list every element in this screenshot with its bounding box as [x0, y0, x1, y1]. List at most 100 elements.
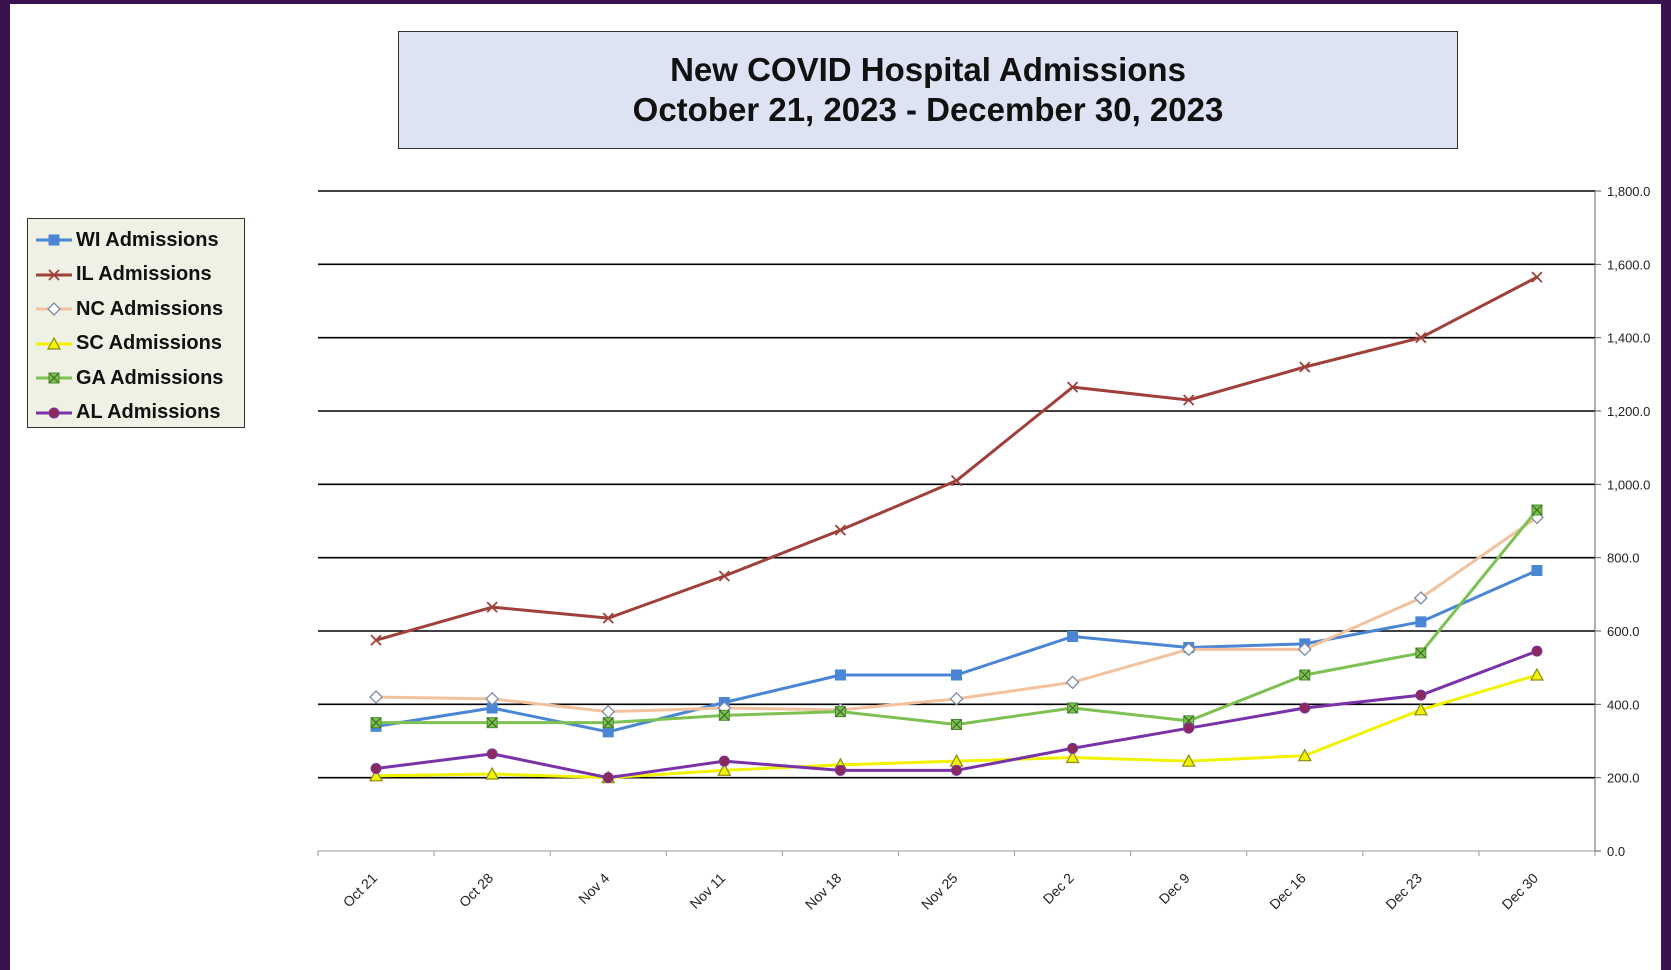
- data-point: [369, 768, 384, 782]
- legend-swatch: [36, 407, 72, 419]
- series-al-admissions: [370, 645, 1543, 784]
- data-point: [486, 601, 498, 613]
- x-tick-label: Dec 30: [1498, 870, 1541, 913]
- data-point: [602, 726, 614, 738]
- legend-label: IL Admissions: [76, 263, 212, 286]
- data-point: [370, 717, 382, 729]
- data-point: [370, 763, 382, 774]
- legend-item: GA Admissions: [28, 361, 244, 396]
- data-point: [834, 669, 846, 681]
- series-wi-admissions: [370, 565, 1543, 738]
- data-point: [1065, 750, 1080, 764]
- data-point: [486, 717, 498, 729]
- data-point: [1183, 722, 1195, 734]
- y-tick-label: 1,800.0: [1607, 184, 1650, 199]
- data-point: [602, 717, 614, 729]
- legend-marker: [48, 407, 60, 419]
- legend-swatch: [36, 302, 72, 317]
- data-point: [1299, 702, 1311, 714]
- x-tick-label: Nov 18: [802, 870, 845, 913]
- data-point: [1067, 631, 1079, 642]
- legend-marker: [48, 269, 60, 281]
- data-point: [949, 691, 964, 706]
- y-tick-label: 600.0: [1607, 624, 1640, 639]
- data-point: [601, 704, 616, 719]
- data-point: [1415, 616, 1427, 628]
- legend-marker: [48, 372, 60, 384]
- chart-subtitle: October 21, 2023 - December 30, 2023: [632, 91, 1224, 128]
- data-point: [1181, 753, 1196, 767]
- legend-swatch: [36, 234, 72, 246]
- x-tick-label: Oct 21: [340, 870, 381, 911]
- series-line: [375, 275, 1538, 642]
- series-line: [376, 516, 1538, 714]
- data-point: [1531, 565, 1543, 576]
- legend-swatch: [36, 372, 72, 384]
- x-tick-label: Oct 28: [456, 870, 497, 911]
- data-point: [1297, 748, 1312, 762]
- legend-marker: [48, 234, 60, 246]
- data-point: [834, 524, 847, 536]
- data-point: [1531, 645, 1543, 657]
- x-tick-label: Dec 23: [1382, 870, 1425, 913]
- legend-swatch: [36, 336, 72, 350]
- legend-item: NC Admissions: [28, 292, 244, 327]
- data-point: [1066, 381, 1079, 393]
- data-point: [1299, 669, 1311, 681]
- data-point: [1067, 702, 1079, 714]
- data-point: [1183, 394, 1195, 406]
- legend-marker: [47, 302, 61, 317]
- data-point: [834, 706, 846, 718]
- data-point: [834, 764, 846, 776]
- data-point: [951, 719, 962, 730]
- chart-title-box: New COVID Hospital Admissions October 21…: [398, 31, 1458, 149]
- x-tick-label: Dec 9: [1156, 870, 1193, 907]
- legend-label: WI Admissions: [76, 228, 219, 251]
- legend-label: GA Admissions: [76, 366, 224, 389]
- data-point: [486, 748, 498, 760]
- data-point: [1415, 647, 1427, 659]
- x-tick-label: Dec 2: [1040, 870, 1077, 907]
- legend-item: WI Admissions: [28, 223, 244, 258]
- data-point: [1181, 642, 1196, 657]
- series-nc-admissions: [369, 510, 1544, 719]
- data-point: [1413, 702, 1428, 716]
- legend-swatch: [36, 269, 72, 281]
- legend-item: IL Admissions: [28, 258, 244, 293]
- x-tick-label: Dec 16: [1266, 870, 1309, 913]
- data-point: [1067, 742, 1079, 754]
- data-point: [1065, 675, 1080, 690]
- y-tick-label: 400.0: [1607, 697, 1640, 712]
- series-ga-admissions: [370, 504, 1543, 730]
- series-il-admissions: [370, 271, 1543, 646]
- data-point: [1531, 271, 1543, 283]
- legend-label: SC Admissions: [76, 332, 222, 355]
- data-point: [951, 669, 962, 681]
- data-point: [602, 772, 614, 784]
- data-point: [718, 709, 730, 721]
- y-tick-label: 800.0: [1607, 551, 1640, 566]
- data-point: [951, 764, 962, 776]
- series-line: [375, 569, 1538, 734]
- legend-item: AL Admissions: [28, 396, 244, 431]
- chart-title: New COVID Hospital Admissions: [670, 51, 1186, 88]
- x-tick-label: Nov 25: [918, 870, 961, 913]
- data-point: [602, 612, 614, 624]
- data-point: [718, 570, 730, 582]
- legend-label: NC Admissions: [76, 297, 224, 320]
- data-point: [369, 690, 383, 704]
- data-point: [1531, 504, 1543, 516]
- legend-label: AL Admissions: [76, 401, 221, 424]
- x-tick-label: Nov 4: [575, 870, 612, 907]
- data-point: [718, 755, 730, 767]
- data-point: [1415, 689, 1427, 701]
- data-point: [1415, 332, 1427, 344]
- data-point: [717, 763, 732, 776]
- legend-marker: [46, 336, 62, 350]
- y-tick-label: 1,600.0: [1607, 257, 1650, 272]
- y-tick-label: 0.0: [1607, 844, 1625, 859]
- legend-item: SC Admissions: [28, 327, 244, 362]
- data-point: [1299, 361, 1311, 373]
